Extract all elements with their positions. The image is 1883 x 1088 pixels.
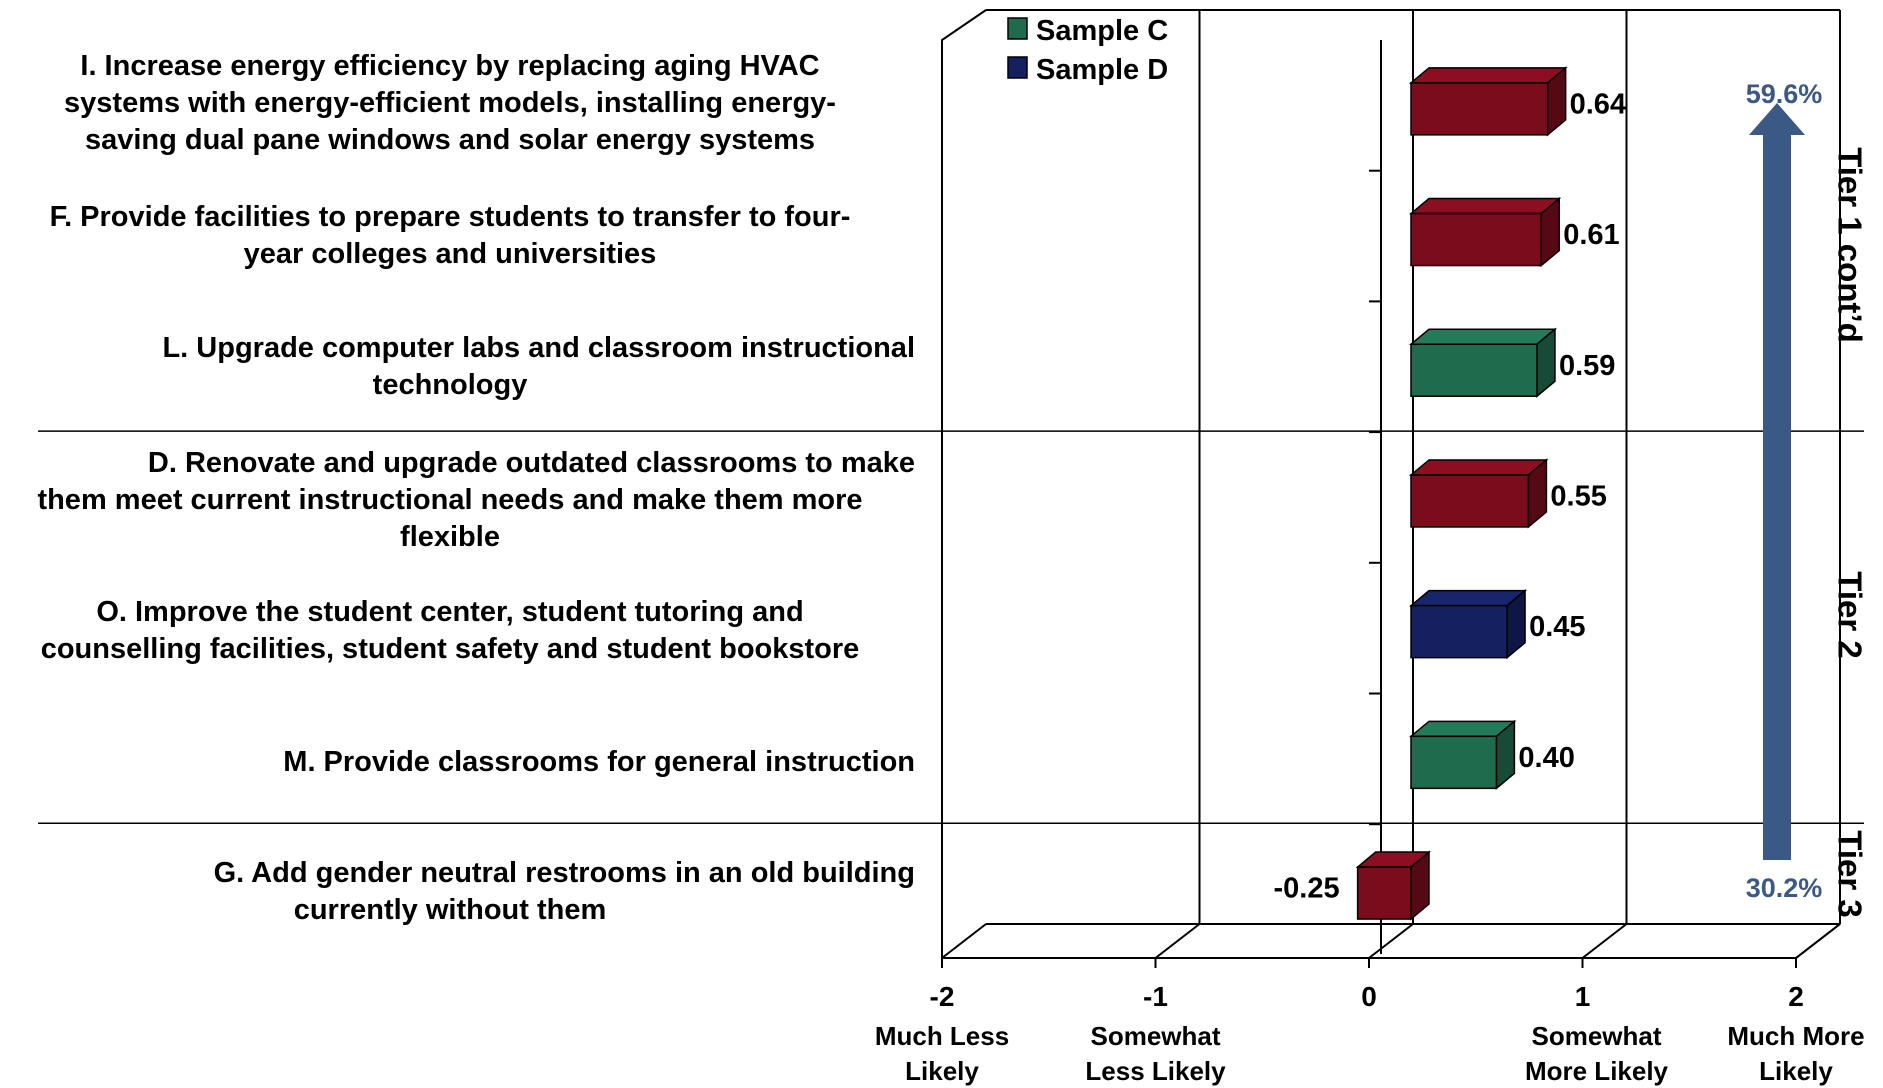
- bar-5: [1408, 719, 1517, 790]
- category-label-6: G. Add gender neutral restrooms in an ol…: [0, 855, 915, 929]
- category-label-line: counselling facilities, student safety a…: [40, 633, 860, 665]
- category-label-line: D. Renovate and upgrade outdated classro…: [147, 447, 915, 479]
- bar-2: [1408, 327, 1558, 398]
- category-label-5: M. Provide classrooms for general instru…: [0, 744, 915, 781]
- floor-grid-2: [1368, 923, 1414, 959]
- trend-arrow-shaft: [1763, 135, 1791, 860]
- category-label-line: F. Provide facilities to prepare student…: [49, 201, 851, 233]
- bar-4: [1408, 589, 1528, 660]
- category-label-0: I. Increase energy efficiency by replaci…: [0, 48, 915, 159]
- floor-grid-3: [1581, 923, 1628, 959]
- category-label-line: saving dual pane windows and solar energ…: [84, 124, 816, 156]
- bar-1: [1408, 196, 1562, 268]
- category-label-4: O. Improve the student center, student t…: [0, 594, 915, 668]
- category-label-line: flexible: [400, 521, 500, 553]
- category-label-2: L. Upgrade computer labs and classroom i…: [0, 330, 915, 404]
- value-label-6: -0.25: [1274, 873, 1340, 905]
- floor-grid-4: [1795, 923, 1841, 959]
- bar-front-6: [1356, 866, 1412, 920]
- category-label-line: them meet current instructional needs an…: [37, 484, 863, 516]
- x-tick-label-4: 2: [1788, 981, 1804, 1012]
- x-tick-label-0: -2: [930, 981, 955, 1012]
- x-tick-label-2: 0: [1361, 981, 1377, 1012]
- x-tick-desc-1-1: Less Likely: [1085, 1056, 1226, 1086]
- category-label-3: D. Renovate and upgrade outdated classro…: [0, 445, 915, 556]
- bar-top-1: [1408, 197, 1562, 215]
- bar-front-2: [1410, 343, 1538, 397]
- trend-arrow-head: [1749, 103, 1805, 135]
- bar-top-0: [1408, 67, 1568, 84]
- category-label-line: systems with energy-efficient models, in…: [64, 87, 836, 119]
- bar-top-3: [1408, 459, 1549, 476]
- category-label-line: currently without them: [293, 894, 607, 926]
- category-label-line: G. Add gender neutral restrooms in an ol…: [213, 857, 915, 889]
- x-tick-desc-4-1: Likely: [1759, 1056, 1833, 1086]
- bar-front-4: [1410, 604, 1508, 659]
- bar-front-3: [1410, 474, 1530, 528]
- value-label-2: 0.59: [1559, 350, 1615, 382]
- bar-top-4: [1408, 589, 1528, 607]
- left-wall: [941, 9, 987, 958]
- x-tick-desc-0-0: Much Less: [875, 1021, 1009, 1051]
- value-label-4: 0.45: [1529, 611, 1585, 643]
- legend-label-1: Sample D: [1036, 54, 1168, 86]
- bar-front-5: [1410, 735, 1498, 790]
- legend-swatch-0: [1007, 17, 1028, 40]
- bar-front-0: [1410, 82, 1549, 136]
- value-label-5: 0.40: [1518, 742, 1574, 774]
- x-tick-desc-3-1: More Likely: [1525, 1056, 1669, 1086]
- floor-grid-1: [1154, 923, 1201, 959]
- x-tick-label-3: 1: [1575, 981, 1591, 1012]
- x-tick-desc-0-1: Likely: [905, 1056, 979, 1086]
- tier-label-2: Tier 3: [1831, 830, 1868, 917]
- bar-front-1: [1410, 212, 1542, 267]
- value-label-3: 0.55: [1550, 480, 1606, 512]
- category-label-line: technology: [372, 369, 528, 401]
- category-label-line: M. Provide classrooms for general instru…: [283, 746, 915, 778]
- bar-3: [1408, 458, 1549, 529]
- category-label-line: year colleges and universities: [243, 238, 657, 270]
- category-label-line: L. Upgrade computer labs and classroom i…: [162, 332, 915, 364]
- floor-grid-0: [941, 923, 987, 959]
- arrow-top-label: 59.6%: [1746, 79, 1823, 109]
- arrow-bottom-label: 30.2%: [1746, 873, 1823, 903]
- bar-6: [1355, 850, 1432, 921]
- category-label-line: O. Improve the student center, student t…: [96, 596, 804, 628]
- value-label-0: 0.64: [1570, 88, 1626, 120]
- category-label-line: I. Increase energy efficiency by replaci…: [80, 50, 820, 82]
- value-label-1: 0.61: [1563, 219, 1619, 251]
- bar-0: [1408, 66, 1568, 137]
- bar-top-2: [1408, 328, 1558, 345]
- x-tick-label-1: -1: [1143, 981, 1168, 1012]
- x-tick-desc-4-0: Much More: [1727, 1021, 1864, 1051]
- category-label-1: F. Provide facilities to prepare student…: [0, 199, 915, 273]
- tier-label-0: Tier 1 cont’d: [1831, 147, 1868, 343]
- x-tick-desc-1-0: Somewhat: [1090, 1021, 1220, 1051]
- legend-label-0: Sample C: [1036, 15, 1168, 47]
- x-tick-desc-3-0: Somewhat: [1531, 1021, 1661, 1051]
- tier-label-1: Tier 2: [1831, 571, 1868, 658]
- legend-swatch-1: [1007, 56, 1028, 79]
